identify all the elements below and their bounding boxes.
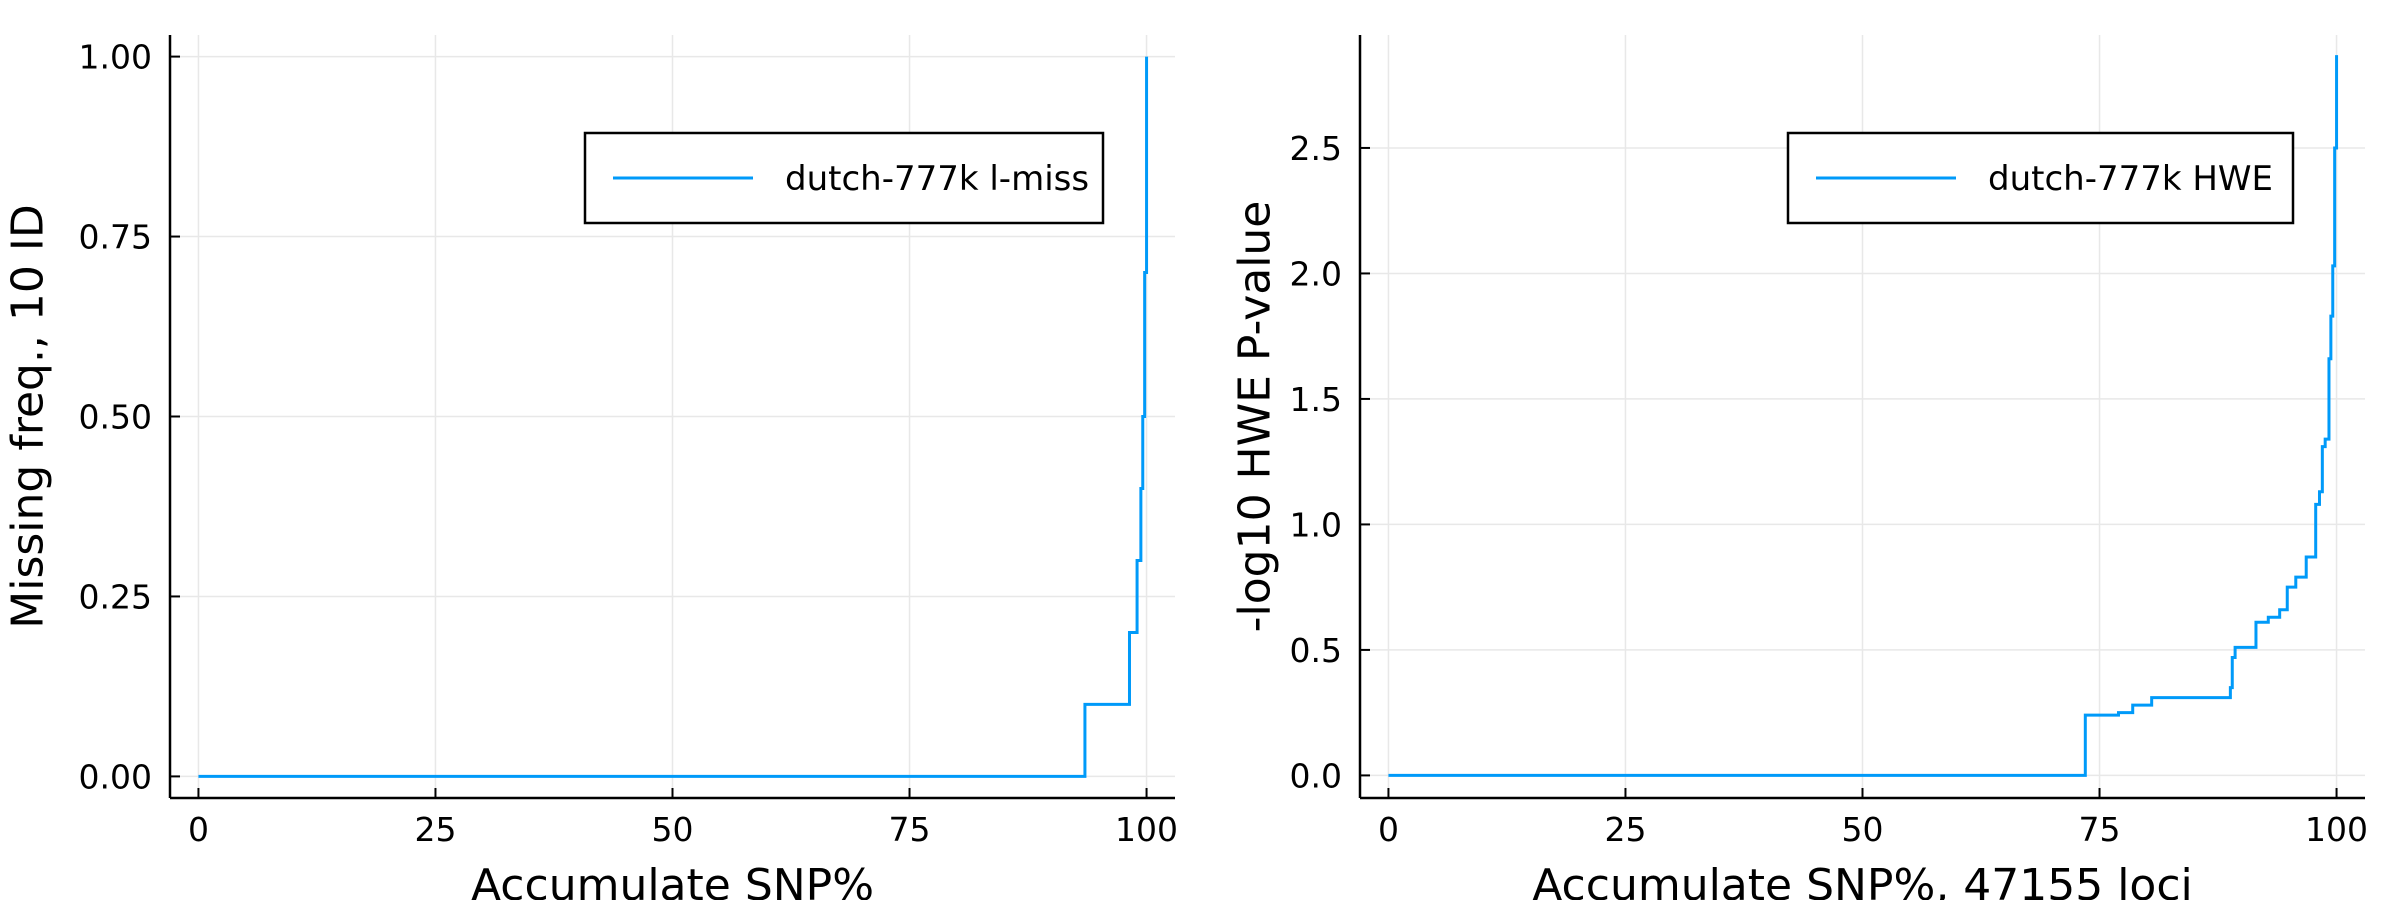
- x-tick-label: 25: [1604, 810, 1646, 849]
- y-tick-label: 0.50: [79, 398, 152, 437]
- y-axis-label: -log10 HWE P-value: [1230, 201, 1281, 633]
- y-tick-label: 0.5: [1290, 631, 1342, 670]
- y-tick-label: 1.0: [1290, 505, 1342, 544]
- y-tick-label: 0.25: [79, 577, 152, 616]
- legend: dutch-777k HWE: [1786, 131, 2295, 225]
- series-line: [1388, 55, 2339, 777]
- chart-panel-1: 0 25 50 75 100 0.00 0.25 0.50 0.75 1.00 Accumulate…: [3, 35, 1178, 900]
- y-tick-label: 0.0: [1290, 756, 1342, 795]
- series-line: [198, 56, 1149, 778]
- chart-panel-2: 0 25 50 75 100 0.0 0.5 1.0 1.5 2.0 2.5 Accumulate S…: [1230, 35, 2368, 900]
- x-tick-label: 75: [2079, 810, 2121, 849]
- y-tick-label: 2.5: [1290, 129, 1342, 168]
- legend-label: dutch-777k l-miss: [785, 159, 1089, 199]
- legend-label: dutch-777k HWE: [1988, 159, 2273, 199]
- x-tick-label: 50: [1842, 810, 1884, 849]
- y-axis-label: Missing freq., 10 ID: [3, 204, 54, 628]
- x-tick-label: 0: [188, 810, 209, 849]
- x-tick-label: 100: [1115, 810, 1178, 849]
- y-tick-label: 1.5: [1290, 380, 1342, 419]
- x-axis-label: Accumulate SNP%: [471, 860, 874, 900]
- legend: dutch-777k l-miss: [583, 131, 1105, 225]
- x-axis-label: Accumulate SNP%, 47155 loci: [1532, 860, 2193, 900]
- x-tick-label: 100: [2305, 810, 2368, 849]
- y-tick-label: 1.00: [79, 38, 152, 77]
- x-tick-label: 0: [1378, 810, 1399, 849]
- y-tick-label: 2.0: [1290, 254, 1342, 293]
- x-tick-label: 25: [414, 810, 456, 849]
- x-tick-label: 50: [652, 810, 694, 849]
- y-tick-label: 0.00: [79, 757, 152, 796]
- x-tick-label: 75: [889, 810, 931, 849]
- y-tick-label: 0.75: [79, 218, 152, 257]
